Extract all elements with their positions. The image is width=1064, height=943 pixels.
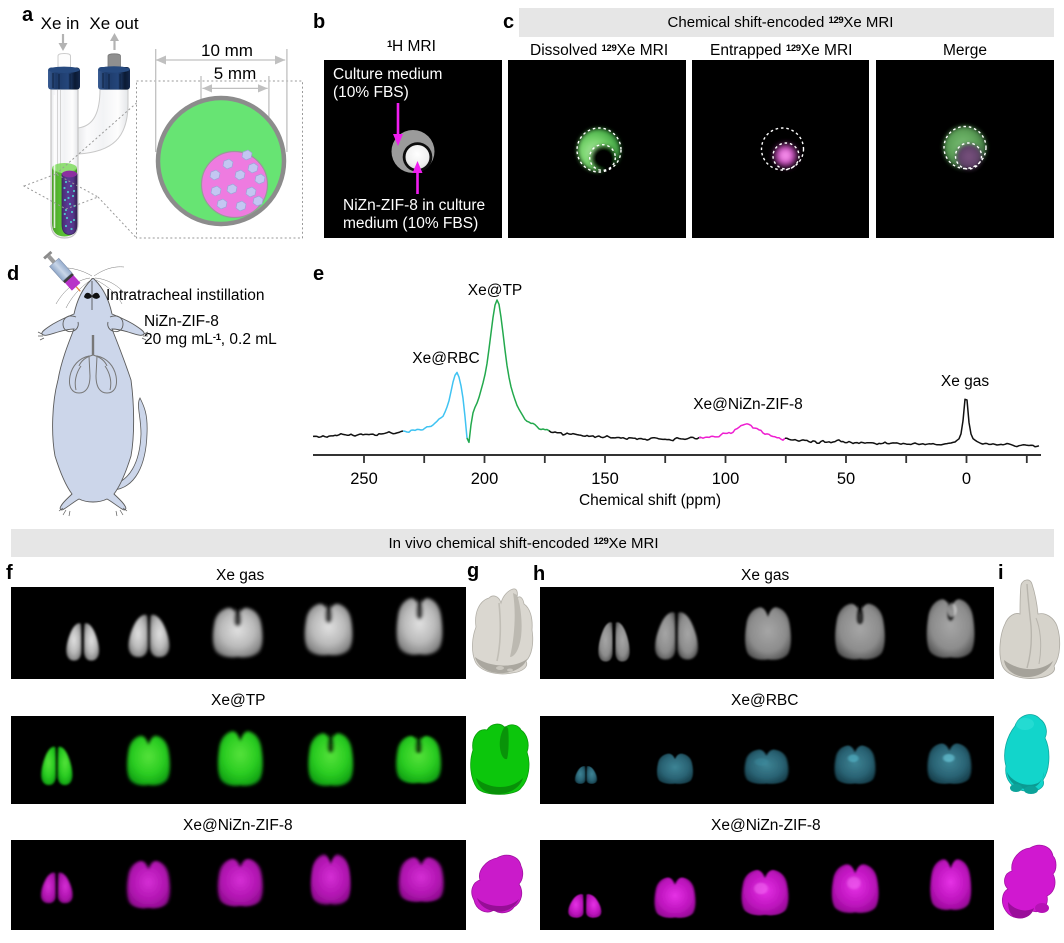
svg-text:Xe gas: Xe gas [941,373,990,390]
svg-text:10 mm: 10 mm [201,41,253,60]
svg-text:medium (10% FBS): medium (10% FBS) [343,215,478,232]
svg-text:150: 150 [591,470,619,488]
svg-text:5 mm: 5 mm [214,64,257,83]
svg-text:100: 100 [712,470,740,488]
svg-text:Culture medium: Culture medium [333,66,442,83]
svg-text:Xe in: Xe in [41,14,80,33]
svg-text:(10% FBS): (10% FBS) [333,84,409,101]
svg-text:200: 200 [471,470,499,488]
svg-text:Xe out: Xe out [89,14,138,33]
svg-text:0: 0 [962,470,971,488]
svg-text:Xe@TP: Xe@TP [468,282,523,299]
svg-text:250: 250 [350,470,378,488]
svg-text:Xe@NiZn-ZIF-8: Xe@NiZn-ZIF-8 [693,396,803,413]
svg-text:NiZn-ZIF-8 in culture: NiZn-ZIF-8 in culture [343,197,485,214]
svg-text:50: 50 [837,470,855,488]
svg-text:Xe@RBC: Xe@RBC [412,350,479,367]
svg-text:Chemical shift (ppm): Chemical shift (ppm) [579,492,721,509]
